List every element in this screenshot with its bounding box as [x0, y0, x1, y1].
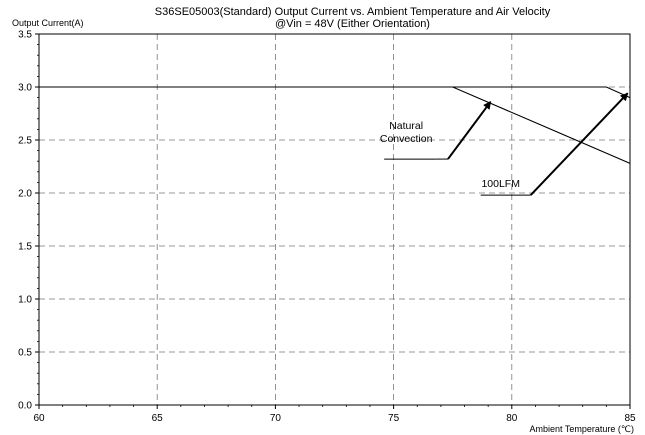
x-tick-label: 75: [388, 413, 400, 424]
y-tick-label: 1.0: [18, 295, 32, 306]
y-tick-label: 3.0: [18, 83, 32, 94]
plot-frame: [38, 33, 631, 406]
x-tick-label: 80: [506, 413, 518, 424]
annotation-label-natural-convection: Convection: [380, 133, 433, 145]
x-tick-label: 60: [33, 413, 45, 424]
tick-labels: 60 65 70 75 80 85 0.0 0.5 1.0 1.5 2.0 2.5 3.0 3.5: [18, 30, 636, 425]
series-line-100lfm: [39, 86, 631, 99]
y-tick-label: 0.0: [18, 401, 32, 412]
annotation-arrow-100lfm: [529, 92, 629, 196]
series-lines: [39, 86, 631, 164]
series-line-natural-convection: [39, 86, 631, 164]
y-tick-label: 0.5: [18, 348, 32, 359]
y-axis-label: Output Current(A): [12, 18, 84, 28]
x-axis-label: Ambient Temperature (℃): [530, 424, 634, 434]
y-tick-label: 2.5: [18, 136, 32, 147]
annotation-arrow-natural-convection: [447, 101, 492, 160]
annotation-label-100lfm: 100LFM: [481, 178, 520, 190]
y-tick-label: 2.0: [18, 189, 32, 200]
annotation-label-natural-convection: Natural: [389, 120, 423, 132]
x-tick-label: 70: [270, 413, 282, 424]
y-tick-label: 3.5: [18, 30, 32, 41]
x-tick-label: 65: [152, 413, 164, 424]
chart-subtitle: @Vin = 48V (Either Orientation): [275, 18, 430, 30]
grid: [39, 34, 630, 405]
y-tick-label: 1.5: [18, 242, 32, 253]
chart-title: S36SE05003(Standard) Output Current vs. …: [154, 6, 551, 18]
x-tick-label: 85: [624, 413, 636, 424]
axis-ticks: [35, 33, 631, 409]
